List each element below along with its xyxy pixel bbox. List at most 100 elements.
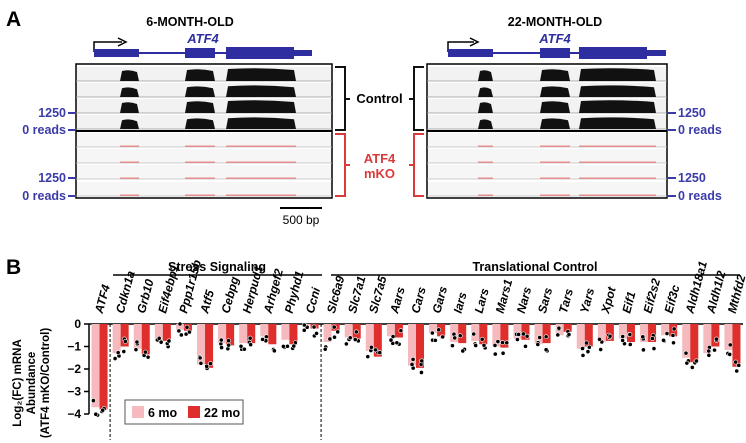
replicate-dot (301, 322, 307, 328)
replicate-dot (712, 347, 717, 353)
replicate-dot (248, 342, 254, 348)
bar-22mo (500, 324, 509, 348)
replicate-dot (627, 332, 633, 337)
bar-22mo (162, 324, 171, 341)
control-coverage-peak (540, 118, 570, 129)
replicate-dot (271, 348, 277, 354)
legend: 6 mo 22 mo (124, 399, 244, 425)
category-label: Xpot (598, 284, 619, 315)
left-axis-top-control: 1250 (38, 106, 66, 120)
mko-coverage-trace (579, 145, 656, 147)
replicate-dot (566, 332, 572, 337)
replicate-dot (586, 344, 592, 350)
replicate-dot (198, 360, 204, 366)
mko-coverage-trace (579, 161, 656, 163)
replicate-dot (112, 356, 118, 361)
replicate-dot (322, 346, 328, 352)
y-axis-title-line3: (ATF4 mKO/Control) (40, 328, 52, 438)
replicate-dot (332, 334, 337, 340)
replicate-dot (247, 335, 253, 341)
replicate-dot (93, 411, 99, 417)
control-coverage-peak (185, 101, 215, 113)
replicate-dot (516, 331, 522, 337)
replicate-dot (452, 335, 458, 341)
control-coverage-peak (185, 69, 215, 81)
bar-22mo (732, 324, 741, 367)
bar-6mo (239, 324, 248, 344)
y-tick-label: −3 (67, 385, 81, 399)
replicate-dot (388, 337, 394, 343)
bar-6mo (640, 324, 649, 342)
replicate-dot (736, 362, 742, 368)
scale-bar-label: 500 bp (283, 213, 320, 227)
left-axis-zero-mko: 0 reads (22, 189, 66, 203)
mko-coverage-trace (540, 177, 570, 179)
mko-coverage-trace (540, 194, 570, 196)
mko-track-bg (428, 133, 666, 147)
replicate-dot (727, 351, 733, 357)
replicate-dot (500, 340, 505, 345)
bar-22mo (584, 324, 593, 347)
replicate-dot (481, 342, 487, 348)
replicate-dot (365, 354, 371, 360)
mko-coverage-trace (185, 145, 215, 147)
mko-label-line2: mKO (364, 166, 395, 181)
bar-6mo (661, 324, 670, 336)
replicate-dot (460, 348, 466, 354)
replicate-dot (197, 355, 203, 361)
mko-coverage-trace (579, 177, 656, 179)
category-label: Iars (451, 290, 470, 315)
replicate-dot (121, 349, 127, 354)
replicate-dot (661, 337, 666, 343)
replicate-dot (134, 339, 140, 345)
replicate-dot (335, 329, 341, 335)
replicate-dot (504, 340, 510, 346)
replicate-dot (585, 349, 591, 354)
replicate-dot (260, 336, 265, 342)
gene-model-left: ATF4 (93, 31, 312, 59)
control-coverage-peak (478, 102, 493, 113)
right-axis-top-mko: 1250 (678, 171, 706, 185)
replicate-dot (166, 338, 172, 344)
category-label: Ccni (303, 285, 323, 314)
bar-6mo (112, 324, 121, 354)
control-coverage-peak (120, 70, 139, 81)
control-coverage-peak (120, 87, 139, 97)
replicate-dot (683, 350, 689, 356)
category-label: Nars (514, 285, 535, 315)
bar-6mo (597, 324, 606, 342)
replicate-dot (91, 398, 96, 404)
category-label: Lars (472, 286, 492, 314)
control-label: Control (356, 91, 402, 106)
mko-coverage-trace (120, 161, 139, 163)
bar-6mo (513, 324, 522, 339)
category-label: Eif1 (619, 290, 638, 315)
category-label: Mars1 (493, 277, 516, 314)
bar-22mo (479, 324, 488, 345)
bar-6mo (534, 324, 543, 345)
replicate-dot (457, 333, 463, 339)
control-bracket (335, 66, 424, 131)
control-coverage-peak (120, 119, 139, 129)
mko-track-bg (77, 182, 331, 196)
control-coverage-peak (226, 100, 296, 113)
replicate-dot (291, 343, 297, 349)
category-label: Gars (429, 284, 450, 314)
bar-22mo (99, 324, 108, 410)
replicate-dot (479, 336, 485, 342)
panel-a-label: A (6, 8, 21, 31)
legend-label-22mo: 22 mo (204, 406, 240, 420)
control-coverage-peak (185, 86, 215, 97)
replicate-dot (369, 344, 374, 350)
category-label: Aars (387, 285, 408, 316)
y-tick-label: −2 (67, 362, 81, 376)
bar-22mo (458, 324, 467, 344)
control-coverage-peak (226, 68, 296, 81)
bar-6mo (576, 324, 585, 349)
control-coverage-peak (540, 69, 570, 81)
bar-6mo (197, 324, 206, 365)
replicate-dot (733, 359, 739, 365)
mko-coverage-trace (226, 145, 296, 147)
bar-22mo (542, 324, 551, 344)
bar-6mo (175, 324, 184, 330)
